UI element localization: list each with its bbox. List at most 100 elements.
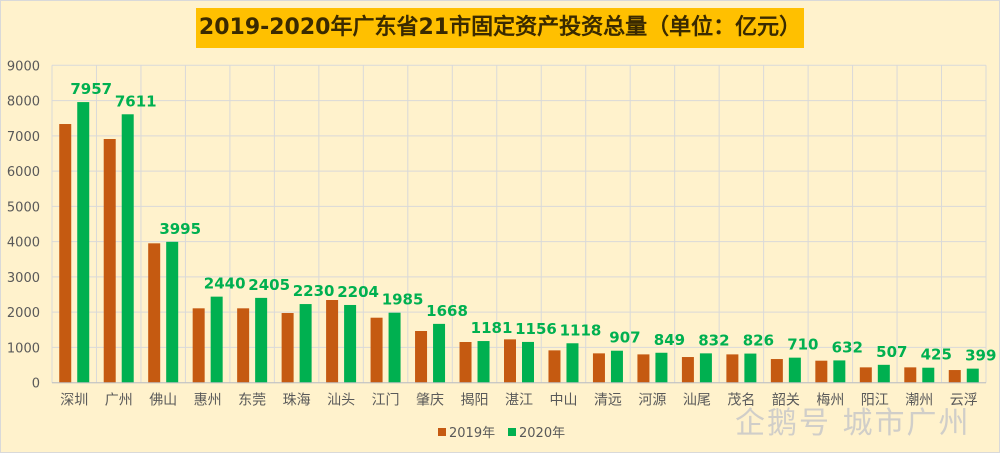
x-tick-label: 汕头 bbox=[327, 393, 355, 409]
bar-2019年-云浮 bbox=[948, 370, 961, 383]
bar-2019年-中山 bbox=[548, 350, 561, 383]
data-label: 2405 bbox=[248, 276, 290, 294]
x-tick-label: 东莞 bbox=[238, 393, 266, 409]
data-label: 907 bbox=[609, 329, 640, 347]
bar-2019年-广州 bbox=[103, 139, 116, 383]
data-label: 849 bbox=[654, 331, 685, 349]
y-tick-label: 5000 bbox=[7, 200, 40, 215]
bar-2020年-潮州 bbox=[922, 367, 935, 383]
x-tick-label: 茂名 bbox=[727, 392, 755, 409]
x-tick-label: 肇庆 bbox=[416, 393, 444, 409]
x-tick-label: 湛江 bbox=[505, 393, 533, 409]
bar-2020年-深圳 bbox=[77, 102, 90, 383]
bar-2019年-江门 bbox=[370, 317, 383, 383]
bar-2019年-潮州 bbox=[904, 367, 917, 383]
x-tick-label: 潮州 bbox=[905, 393, 933, 409]
bar-2019年-茂名 bbox=[726, 354, 739, 383]
bar-2019年-清远 bbox=[592, 353, 605, 383]
bar-2020年-肇庆 bbox=[433, 323, 446, 383]
y-tick-label: 8000 bbox=[7, 95, 40, 110]
y-tick-label: 2000 bbox=[7, 306, 40, 321]
data-label: 399 bbox=[965, 347, 996, 365]
data-label: 1156 bbox=[515, 320, 557, 338]
bar-2020年-韶关 bbox=[788, 357, 801, 383]
x-tick-label: 云浮 bbox=[950, 393, 978, 409]
data-label: 832 bbox=[698, 331, 729, 349]
bar-2019年-揭阳 bbox=[459, 342, 472, 383]
bar-2019年-汕头 bbox=[326, 299, 339, 383]
bar-2019年-湛江 bbox=[504, 339, 516, 383]
x-tick-label: 阳江 bbox=[861, 393, 889, 409]
bar-2019年-阳江 bbox=[859, 367, 872, 383]
x-tick-label: 中山 bbox=[549, 393, 577, 409]
bar-2020年-云浮 bbox=[966, 368, 979, 383]
watermark: 企鹅号 城市广州 bbox=[735, 406, 971, 441]
data-label: 1181 bbox=[471, 319, 513, 337]
data-label: 710 bbox=[787, 336, 818, 354]
bar-2020年-惠州 bbox=[210, 296, 223, 383]
x-tick-label: 汕尾 bbox=[683, 393, 711, 409]
bar-2020年-阳江 bbox=[877, 364, 890, 383]
bar-2020年-梅州 bbox=[833, 360, 846, 383]
x-tick-label: 韶关 bbox=[772, 393, 800, 409]
y-tick-label: 9000 bbox=[7, 59, 40, 74]
data-label: 7611 bbox=[115, 92, 157, 110]
bar-2020年-广州 bbox=[121, 114, 134, 383]
bar-2020年-江门 bbox=[388, 312, 401, 383]
data-label: 2230 bbox=[293, 282, 335, 300]
x-tick-label: 佛山 bbox=[149, 393, 177, 409]
bar-2019年-肇庆 bbox=[415, 330, 428, 383]
bar-2019年-珠海 bbox=[281, 313, 294, 383]
y-tick-label: 4000 bbox=[7, 236, 40, 251]
bar-2019年-东莞 bbox=[237, 308, 250, 383]
x-tick-label: 珠海 bbox=[283, 393, 311, 409]
bar-2020年-中山 bbox=[566, 343, 579, 383]
bar-2019年-汕尾 bbox=[681, 357, 694, 383]
y-tick-label: 6000 bbox=[7, 165, 40, 180]
bar-2019年-惠州 bbox=[192, 308, 205, 383]
legend-label: 2019年 bbox=[449, 426, 495, 441]
data-label: 2204 bbox=[337, 283, 379, 301]
y-tick-label: 3000 bbox=[7, 271, 40, 286]
legend-swatch bbox=[438, 428, 446, 436]
data-label: 7957 bbox=[70, 80, 112, 98]
bar-2020年-佛山 bbox=[166, 241, 179, 383]
bar-2019年-佛山 bbox=[148, 243, 161, 383]
data-label: 425 bbox=[921, 346, 952, 364]
x-tick-label: 广州 bbox=[105, 393, 133, 409]
data-label: 632 bbox=[832, 338, 863, 356]
x-tick-label: 揭阳 bbox=[461, 393, 489, 409]
x-tick-label: 江门 bbox=[372, 393, 400, 409]
bar-2020年-湛江 bbox=[522, 341, 534, 383]
y-tick-label: 1000 bbox=[7, 341, 40, 356]
bar-2019年-韶关 bbox=[770, 359, 783, 383]
bar-2019年-梅州 bbox=[815, 360, 828, 383]
y-tick-label: 7000 bbox=[7, 130, 40, 145]
bar-2020年-汕尾 bbox=[699, 353, 712, 383]
x-tick-label: 河源 bbox=[638, 393, 666, 409]
data-label: 1668 bbox=[426, 302, 468, 320]
legend-swatch bbox=[508, 428, 516, 436]
x-tick-label: 深圳 bbox=[60, 393, 88, 409]
x-tick-label: 清远 bbox=[594, 393, 622, 409]
bar-2020年-汕头 bbox=[344, 304, 357, 383]
x-tick-label: 梅州 bbox=[816, 393, 844, 409]
bar-2019年-河源 bbox=[637, 354, 650, 383]
bar-2020年-茂名 bbox=[744, 353, 757, 383]
bar-2019年-深圳 bbox=[59, 124, 72, 383]
y-tick-label: 0 bbox=[32, 377, 40, 392]
bar-2020年-珠海 bbox=[299, 304, 312, 383]
chart-title: 2019-2020年广东省21市固定资产投资总量（单位：亿元） bbox=[196, 8, 804, 48]
bar-2020年-揭阳 bbox=[477, 341, 490, 383]
legend-label: 2020年 bbox=[519, 426, 565, 441]
data-label: 3995 bbox=[159, 220, 201, 238]
data-label: 2440 bbox=[204, 275, 246, 293]
bar-2020年-东莞 bbox=[255, 297, 268, 383]
data-label: 507 bbox=[876, 343, 907, 361]
bar-2020年-清远 bbox=[610, 350, 623, 383]
bar-2020年-河源 bbox=[655, 352, 668, 383]
x-tick-label: 惠州 bbox=[194, 393, 222, 409]
data-label: 826 bbox=[743, 332, 774, 350]
data-label: 1118 bbox=[560, 321, 602, 339]
data-label: 1985 bbox=[382, 291, 424, 309]
